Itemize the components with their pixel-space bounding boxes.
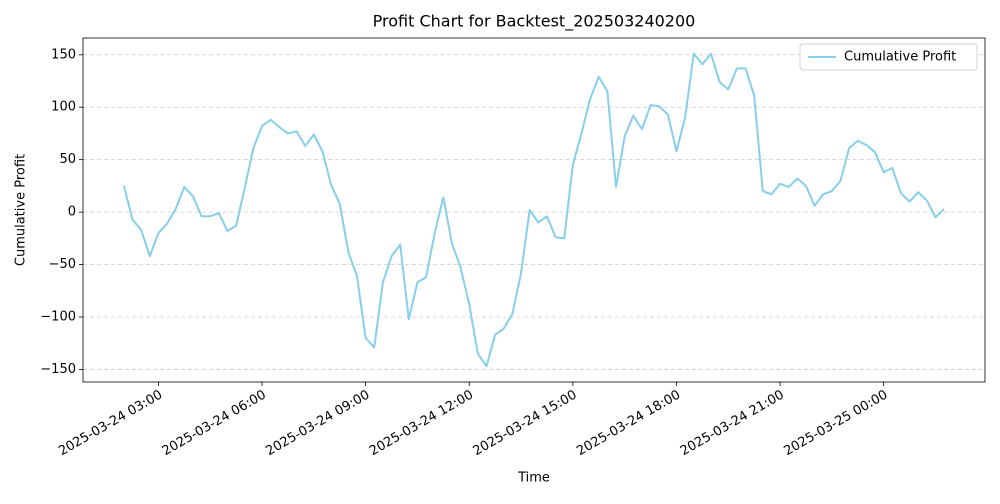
data-line bbox=[122, 52, 945, 368]
y-tick-label: 100 bbox=[51, 100, 76, 115]
x-tick-label: 2025-03-24 12:00 bbox=[367, 388, 476, 460]
y-tick-label: 50 bbox=[59, 152, 76, 167]
chart-title: Profit Chart for Backtest_202503240200 bbox=[373, 12, 696, 32]
x-tick-label: 2025-03-24 18:00 bbox=[574, 388, 683, 460]
legend-label: Cumulative Profit bbox=[844, 50, 956, 65]
y-tick-label: −50 bbox=[49, 257, 76, 272]
y-tick-label: 150 bbox=[51, 47, 76, 62]
legend-box bbox=[799, 43, 978, 71]
y-axis-label: Cumulative Profit bbox=[14, 154, 29, 266]
plot-frame bbox=[82, 37, 986, 383]
x-tick-label: 2025-03-24 06:00 bbox=[160, 388, 269, 460]
y-tick-label: 0 bbox=[68, 205, 76, 220]
y-tick-label: −150 bbox=[40, 362, 76, 377]
x-tick-label: 2025-03-24 09:00 bbox=[263, 388, 372, 460]
x-tick-label: 2025-03-24 21:00 bbox=[678, 388, 787, 460]
y-tick-label: −100 bbox=[40, 309, 76, 324]
x-axis-label: Time bbox=[517, 471, 550, 486]
x-tick-label: 2025-03-24 03:00 bbox=[56, 388, 165, 460]
x-tick-label: 2025-03-25 00:00 bbox=[781, 388, 890, 460]
x-tick-label: 2025-03-24 15:00 bbox=[471, 388, 580, 460]
